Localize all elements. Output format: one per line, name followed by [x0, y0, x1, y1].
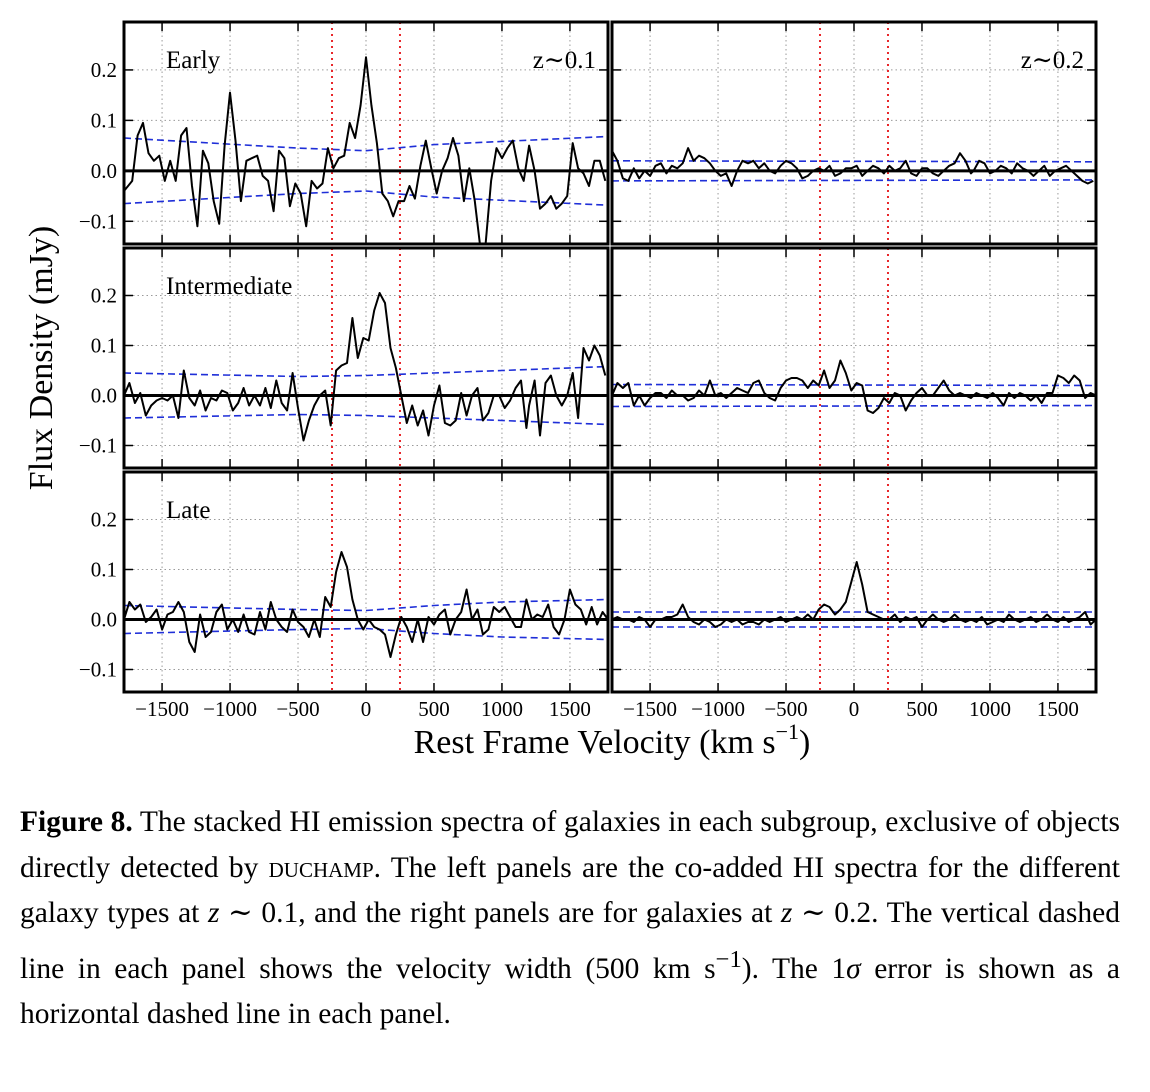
y-tick-label: 0.2	[91, 284, 117, 308]
y-tick-label: 0.2	[91, 508, 117, 532]
caption-part-1: The stacked H	[132, 806, 311, 838]
caption-part-6: . The vertical dashed line in each panel…	[20, 897, 1120, 985]
y-tick-label: 0.2	[91, 58, 117, 82]
x-tick-label: 0	[849, 697, 860, 721]
y-axis-label: Flux Density (mJy)	[23, 226, 60, 490]
x-tick-label: 1500	[549, 697, 591, 721]
error-upper-line	[124, 135, 608, 152]
caption-sigma: σ	[846, 952, 861, 985]
caption-part-2: emission spectra of galaxies in each sub…	[20, 806, 1120, 884]
x-tick-label: 0	[361, 697, 372, 721]
y-tick-label: 0.1	[91, 558, 117, 582]
spectrum-line	[612, 359, 1096, 414]
error-upper-line	[612, 160, 1096, 163]
caption-part-4: spectra for the different galaxy types a…	[20, 851, 1120, 930]
x-axis-label-exponent: −1	[776, 719, 799, 744]
spectra-figure: Flux Density (mJy) −0.1 0.0 0.1 0.2 Early z∼0…	[23, 20, 1098, 761]
x-tick-label: 1000	[969, 697, 1011, 721]
caption-software-name: duchamp	[268, 851, 374, 884]
y-tick-label: 0.1	[91, 334, 117, 358]
y-tick-label: −0.1	[79, 209, 117, 233]
panel-r1c0: −0.1 0.0 0.1 0.2 Intermediate	[79, 246, 610, 470]
error-upper-line	[124, 598, 608, 612]
panel-r0c0: −0.1 0.0 0.1 0.2 Early z∼0.1	[79, 20, 610, 246]
x-tick-label: 1500	[1037, 697, 1079, 721]
spectrum-line	[124, 551, 608, 658]
x-tick-label: 500	[906, 697, 938, 721]
panel-r0c1: z∼0.2	[610, 20, 1098, 246]
x-tick-label: −1500	[135, 697, 189, 721]
y-tick-label: 0.0	[91, 159, 117, 183]
spectrum-line	[124, 56, 607, 244]
panel-r1c1	[610, 246, 1098, 470]
panel-plot-area	[124, 56, 608, 244]
error-lower-line	[124, 627, 608, 641]
caption-z1-variable: z	[207, 897, 220, 929]
caption-part-7: ). The 1	[741, 952, 847, 985]
y-tick-label: −0.1	[79, 434, 117, 458]
galaxy-type-label: Early	[166, 47, 221, 74]
x-tick-label: −1000	[203, 697, 257, 721]
panel-grid: −0.1 0.0 0.1 0.2 Early z∼0.1 z∼0.2 −0.1 0.0 0.1 0.…	[79, 20, 1098, 721]
panel-plot-area	[124, 551, 608, 658]
x-tick-label: 500	[418, 697, 450, 721]
y-tick-label: 0.0	[91, 384, 117, 408]
spectrum-line	[612, 147, 1094, 187]
caption-hi-ion: I	[310, 806, 321, 838]
panel-plot-area	[124, 292, 608, 442]
caption-z1-relation: ∼ 0.1	[219, 897, 299, 929]
y-tick-label: 0.0	[91, 608, 117, 632]
galaxy-type-label: Intermediate	[166, 273, 292, 300]
error-lower-line	[612, 179, 1096, 182]
spectrum-line	[612, 561, 1096, 628]
galaxy-type-label: Late	[166, 497, 210, 524]
caption-z2-variable: z	[780, 897, 793, 929]
x-tick-label: −1500	[623, 697, 677, 721]
redshift-label: z∼0.1	[533, 47, 596, 74]
x-axis-label-tail: )	[799, 724, 810, 761]
x-tick-label: −1000	[691, 697, 745, 721]
panel-r2c0: −0.1 0.0 0.1 0.2 Late −1500 −1000 −500 0 500 1000 1…	[79, 470, 610, 721]
y-tick-label: 0.1	[91, 108, 117, 132]
spectrum-line	[124, 292, 607, 442]
x-tick-label: 1000	[481, 697, 523, 721]
x-tick-label: −500	[764, 697, 807, 721]
figure-caption: Figure 8. The stacked HI emission spectr…	[20, 800, 1120, 1037]
panel-plot-area	[612, 561, 1096, 628]
error-lower-line	[612, 404, 1096, 408]
panel-plot-area	[612, 147, 1096, 187]
caption-exponent: −1	[715, 945, 742, 973]
error-upper-line	[124, 365, 608, 378]
panel-r2c1: −1500 −1000 −500 0 500 1000 1500	[610, 470, 1098, 721]
x-axis-label-main: Rest Frame Velocity (km s	[414, 724, 776, 761]
caption-z2-relation: ∼ 0.2	[792, 897, 872, 929]
panel-plot-area	[612, 359, 1096, 414]
error-lower-line	[124, 413, 608, 426]
x-tick-label: −500	[276, 697, 319, 721]
redshift-label: z∼0.2	[1021, 47, 1084, 74]
error-upper-line	[612, 383, 1096, 387]
y-tick-label: −0.1	[79, 658, 117, 682]
caption-hi-ion-2: I	[814, 851, 825, 884]
x-axis-label: Rest Frame Velocity (km s−1)	[414, 719, 811, 761]
caption-part-3: . The left panels are the co-added H	[373, 851, 815, 884]
caption-part-8: error is shown as a horizontal dashed li…	[20, 952, 1121, 1030]
caption-part-5: , and the right panels are for galaxies …	[298, 897, 781, 929]
caption-label: Figure 8.	[20, 806, 133, 838]
